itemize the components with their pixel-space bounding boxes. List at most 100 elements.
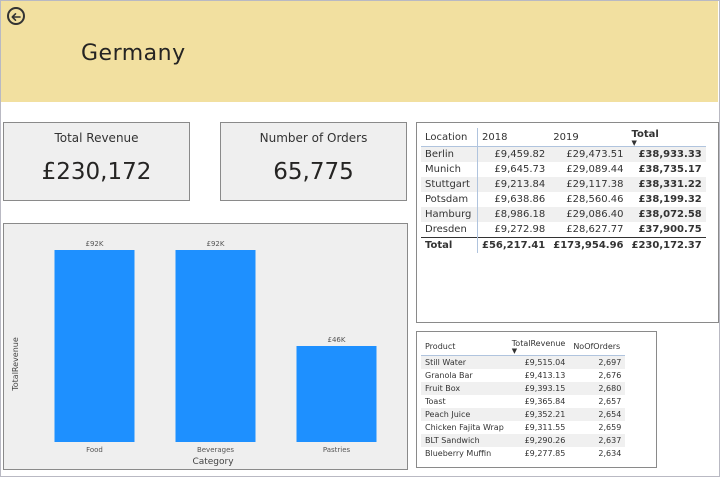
bar-beverages[interactable] (175, 250, 256, 442)
table-row[interactable]: Berlin £9,459.82 £29,473.51 £38,933.33 (421, 146, 706, 162)
page-title: Germany (81, 41, 186, 66)
location-cell: Potsdam (421, 192, 478, 207)
data-label: £92K (86, 240, 104, 248)
total-2019-cell: £173,954.96 (549, 237, 628, 253)
no-of-orders-cell: 2,654 (569, 408, 626, 421)
x-tick-label: Pastries (323, 446, 351, 454)
x-tick-label: Beverages (197, 446, 234, 454)
revenue-total-cell: £38,331.22 (627, 177, 706, 192)
product-table-panel[interactable]: Product TotalRevenue ▼ NoOfOrders Still … (416, 331, 657, 468)
bar-chart-svg: TotalRevenue Category £92K Food £92K Bevera… (11, 240, 377, 467)
table-row[interactable]: Hamburg £8,986.18 £29,086.40 £38,072.58 (421, 207, 706, 222)
revenue-2019-cell: £28,627.77 (566, 224, 624, 235)
number-of-orders-label: Number of Orders (259, 131, 368, 145)
product-cell: Granola Bar (425, 371, 473, 380)
table-row[interactable]: Dresden £9,272.98 £28,627.77 £37,900.75 (421, 222, 706, 238)
data-label: £92K (207, 240, 225, 248)
product-cell: Peach Juice (421, 408, 508, 421)
revenue-2019-cell: £29,473.51 (549, 146, 628, 162)
header-banner: Germany (1, 1, 718, 102)
revenue-2018-cell: £9,272.98 (494, 224, 546, 235)
revenue-total-cell: £37,900.75 (638, 224, 702, 235)
column-header-2018[interactable]: 2018 (482, 131, 508, 143)
revenue-total-cell: £38,072.58 (627, 207, 706, 222)
bar-food[interactable] (54, 250, 135, 442)
table-row[interactable]: BLT Sandwich £9,290.26 2,637 (421, 434, 626, 447)
total-revenue-cell: £9,393.15 (507, 382, 570, 395)
revenue-2018-cell: £9,459.82 (477, 146, 550, 162)
no-of-orders-cell: 2,634 (598, 449, 622, 458)
data-label: £46K (328, 336, 346, 344)
total-revenue-cell: £9,352.21 (507, 408, 570, 421)
location-cell: Hamburg (421, 207, 478, 222)
revenue-2019-cell: £28,560.46 (566, 194, 624, 205)
arrow-left-icon (11, 7, 21, 26)
revenue-2019-cell: £29,089.44 (566, 164, 624, 175)
total-revenue-cell: £9,365.84 (524, 397, 566, 406)
total-label: Total (421, 237, 478, 253)
total-revenue-value: £230,172 (41, 159, 152, 185)
product-cell: Still Water (421, 355, 508, 369)
no-of-orders-cell: 2,697 (569, 355, 626, 369)
number-of-orders-value: 65,775 (273, 159, 354, 185)
table-row[interactable]: Munich £9,645.73 £29,089.44 £38,735.17 (421, 162, 706, 177)
no-of-orders-cell: 2,659 (598, 423, 622, 432)
column-header-location[interactable]: Location (421, 128, 478, 147)
sort-desc-icon: ▼ (631, 138, 637, 147)
table-row[interactable]: Stuttgart £9,213.84 £29,117.38 £38,331.22 (421, 177, 706, 192)
table-row[interactable]: Peach Juice £9,352.21 2,654 (421, 408, 626, 421)
number-of-orders-card[interactable]: Number of Orders 65,775 (220, 122, 407, 201)
table-row[interactable]: Blueberry Muffin £9,277.85 2,634 (421, 447, 625, 460)
total-revenue-cell: £9,277.85 (524, 449, 566, 458)
location-cell: Berlin (421, 146, 478, 162)
revenue-2018-cell: £9,638.86 (494, 194, 546, 205)
no-of-orders-cell: 2,637 (569, 434, 626, 447)
column-header-nooforders[interactable]: NoOfOrders (573, 341, 621, 351)
product-cell: BLT Sandwich (421, 434, 508, 447)
no-of-orders-cell: 2,676 (598, 371, 622, 380)
location-cell: Stuttgart (421, 177, 478, 192)
table-row[interactable]: Chicken Fajita Wrap £9,311.55 2,659 (421, 421, 625, 434)
location-cell: Dresden (421, 222, 478, 238)
bar-pastries[interactable] (296, 346, 377, 442)
total-revenue-card[interactable]: Total Revenue £230,172 (3, 122, 190, 201)
location-matrix-panel[interactable]: Location 2018 2019 Total ▼ Berlin £9,459.… (416, 122, 719, 323)
revenue-2019-cell: £29,086.40 (549, 207, 628, 222)
total-row: Total £56,217.41 £173,954.96 £230,172.37 (421, 237, 706, 253)
sort-desc-icon: ▼ (511, 346, 518, 355)
location-matrix: Location 2018 2019 Total ▼ Berlin £9,459.… (421, 128, 706, 253)
no-of-orders-cell: 2,657 (598, 397, 622, 406)
column-header-totalrevenue[interactable]: TotalRevenue ▼ (511, 338, 566, 355)
table-row[interactable]: Potsdam £9,638.86 £28,560.46 £38,199.32 (421, 192, 706, 207)
revenue-2018-cell: £9,645.73 (494, 164, 546, 175)
revenue-total-cell: £38,735.17 (638, 164, 702, 175)
table-row[interactable]: Toast £9,365.84 2,657 (421, 395, 625, 408)
total-revenue-cell: £9,311.55 (524, 423, 566, 432)
product-table: Product TotalRevenue ▼ NoOfOrders Still … (421, 337, 626, 460)
location-cell: Munich (421, 162, 478, 177)
total-revenue-cell: £9,290.26 (507, 434, 570, 447)
product-cell: Toast (425, 397, 446, 406)
revenue-2018-cell: £8,986.18 (477, 207, 550, 222)
x-axis-label: Category (192, 457, 234, 467)
total-revenue-cell: £9,413.13 (524, 371, 566, 380)
y-axis-label: TotalRevenue (11, 337, 20, 392)
revenue-total-cell: £38,933.33 (627, 146, 706, 162)
table-row[interactable]: Still Water £9,515.04 2,697 (421, 355, 626, 369)
total-revenue-cell: £9,515.04 (507, 355, 570, 369)
no-of-orders-cell: 2,680 (569, 382, 626, 395)
column-header-total[interactable]: Total ▼ (628, 128, 706, 147)
column-header-product[interactable]: Product (425, 341, 456, 351)
grand-total-cell: £230,172.37 (627, 237, 706, 253)
table-row[interactable]: Fruit Box £9,393.15 2,680 (421, 382, 626, 395)
revenue-total-cell: £38,199.32 (638, 194, 702, 205)
product-cell: Blueberry Muffin (425, 449, 492, 458)
product-cell: Chicken Fajita Wrap (425, 423, 504, 432)
revenue-by-category-chart[interactable]: TotalRevenue Category £92K Food £92K Bevera… (3, 223, 408, 470)
table-row[interactable]: Granola Bar £9,413.13 2,676 (421, 369, 625, 382)
revenue-2018-cell: £9,213.84 (477, 177, 550, 192)
x-tick-label: Food (86, 446, 103, 454)
revenue-2019-cell: £29,117.38 (549, 177, 628, 192)
back-button[interactable] (7, 7, 25, 25)
column-header-2019[interactable]: 2019 (553, 131, 579, 143)
